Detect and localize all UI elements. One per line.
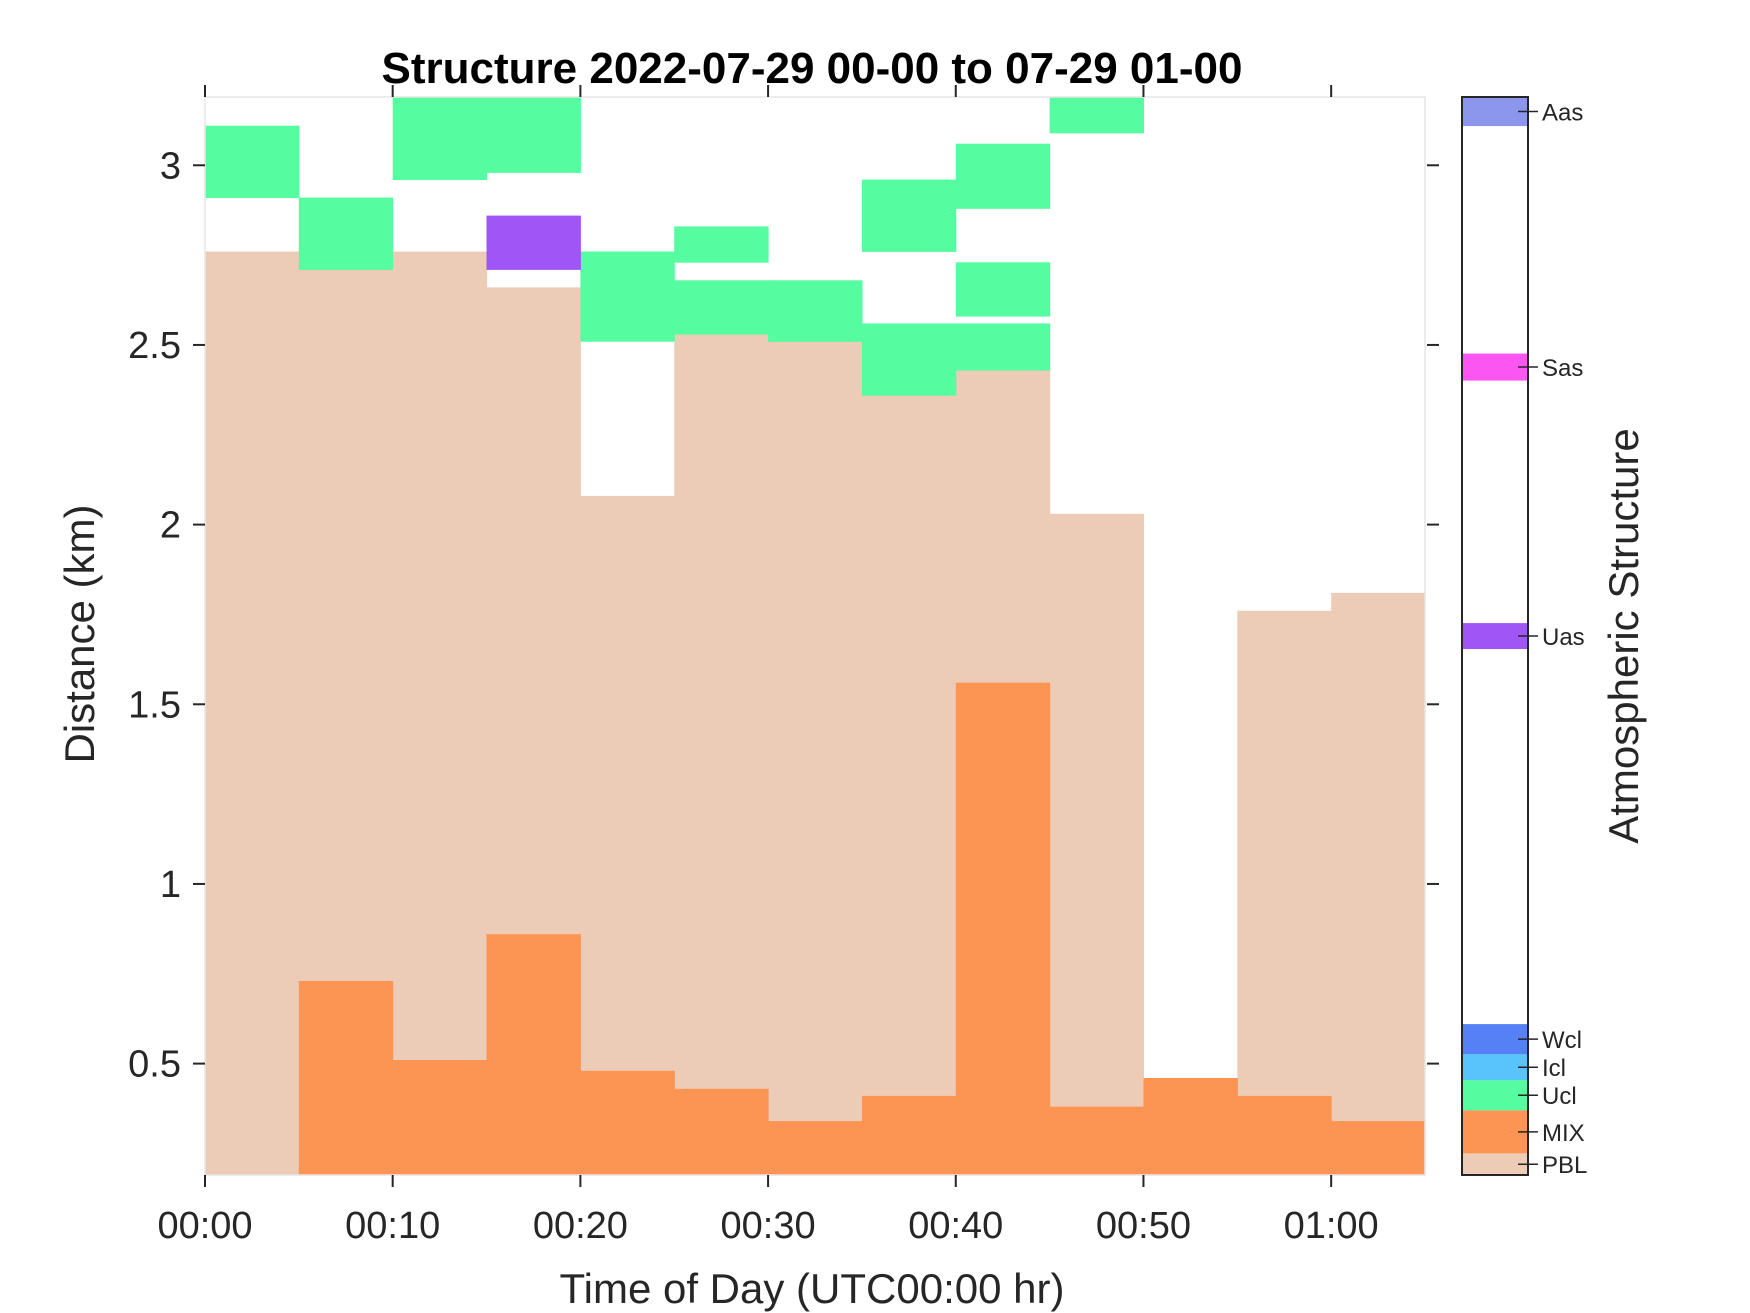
structure-cell-mix	[298, 981, 394, 1176]
colorbar-swatch-wcl	[1462, 1024, 1528, 1055]
structure-cell-pbl	[1049, 513, 1144, 1108]
x-axis: 00:00 00:10 00:20 00:30 00:40 00:50 01:00	[157, 85, 1379, 1247]
structure-cell-ucl	[674, 226, 769, 263]
y-axis-label: Distance (km)	[56, 504, 103, 763]
colorbar-swatch-icl	[1462, 1054, 1528, 1081]
structure-cell-ucl	[674, 280, 769, 335]
structure-cell-mix	[1237, 1095, 1332, 1176]
structure-cell-mix	[1331, 1121, 1426, 1176]
colorbar-label-wcl: Wcl	[1542, 1027, 1582, 1054]
structure-cell-ucl	[392, 97, 488, 180]
plot-frame	[204, 96, 1426, 1176]
y-tick-label: 1.5	[128, 684, 181, 726]
colorbar-swatch-sas	[1462, 353, 1528, 381]
structure-cell-pbl	[955, 370, 1051, 684]
structure-cell-mix	[1049, 1106, 1144, 1176]
structure-cell-ucl	[955, 323, 1051, 371]
structure-cell-ucl	[205, 125, 300, 198]
colorbar-frame	[1461, 96, 1529, 1176]
colorbar-label-sas: Sas	[1542, 355, 1583, 382]
structure-cell-ucl	[955, 262, 1051, 317]
structure-cell-uas	[486, 215, 581, 270]
structure-cell-ucl	[580, 251, 675, 342]
structure-cell-pbl	[861, 395, 957, 1097]
structure-cell-pbl	[580, 495, 675, 1072]
y-tick-label: 2	[160, 505, 181, 547]
structure-cell-pbl	[486, 287, 581, 935]
x-tick-label: 01:00	[1284, 1205, 1379, 1247]
colorbar-label-ucl: Ucl	[1542, 1083, 1577, 1110]
y-tick-label: 1	[160, 864, 181, 906]
colorbar-label-mix: MIX	[1542, 1120, 1585, 1147]
x-axis-label: Time of Day (UTC00:00 hr)	[560, 1265, 1065, 1312]
y-tick-label: 0.5	[128, 1044, 181, 1086]
x-tick-label: 00:30	[721, 1205, 816, 1247]
structure-cell-mix	[955, 682, 1051, 1176]
x-tick-label: 00:10	[345, 1205, 440, 1247]
structure-cell-pbl	[298, 251, 394, 982]
colorbar-label-pbl: PBL	[1542, 1152, 1587, 1179]
structure-cell-pbl	[768, 341, 863, 1122]
structure-cell-ucl	[1049, 97, 1144, 134]
x-tick-label: 00:50	[1096, 1205, 1191, 1247]
x-tick-label: 00:20	[533, 1205, 628, 1247]
structure-cell-ucl	[861, 179, 957, 252]
structure-cell-mix	[768, 1121, 863, 1176]
structure-cell-mix	[861, 1095, 957, 1176]
structure-cell-mix	[1143, 1078, 1238, 1176]
colorbar-swatch-mix	[1462, 1110, 1528, 1154]
y-axis: 0.5 1 1.5 2 2.5 3	[128, 145, 1439, 1086]
colorbar-label-aas: Aas	[1542, 100, 1583, 127]
structure-cell-ucl	[486, 97, 581, 173]
structure-cell-ucl	[955, 143, 1051, 209]
structure-cell-ucl	[768, 280, 863, 342]
colorbar-swatch-pbl	[1462, 1153, 1528, 1175]
structure-cell-pbl	[1237, 610, 1332, 1097]
colorbar-swatch-aas	[1462, 97, 1528, 127]
structure-cell-pbl	[674, 334, 769, 1090]
x-tick-label: 00:40	[908, 1205, 1003, 1247]
structure-cell-pbl	[205, 251, 300, 1176]
structure-cell-pbl	[1331, 592, 1426, 1122]
colorbar-label: Atmospheric Structure	[1600, 428, 1647, 844]
structure-cell-mix	[580, 1070, 675, 1176]
x-tick-label: 00:00	[157, 1205, 252, 1247]
colorbar-label-icl: Icl	[1542, 1055, 1566, 1082]
y-tick-label: 3	[160, 145, 181, 187]
structure-cell-mix	[486, 934, 581, 1176]
structure-cell-mix	[392, 1060, 488, 1176]
structure-cell-pbl	[392, 251, 488, 1061]
structure-cell-ucl	[298, 197, 394, 270]
colorbar-label-uas: Uas	[1542, 624, 1585, 651]
colorbar-swatch-uas	[1462, 623, 1528, 649]
plot-area	[204, 96, 1426, 1176]
colorbar-swatch-ucl	[1462, 1080, 1528, 1111]
y-tick-label: 2.5	[128, 325, 181, 367]
structure-cell-mix	[674, 1088, 769, 1176]
structure-cell-ucl	[861, 323, 957, 396]
chart-title: Structure 2022-07-29 00-00 to 07-29 01-0…	[382, 44, 1243, 93]
